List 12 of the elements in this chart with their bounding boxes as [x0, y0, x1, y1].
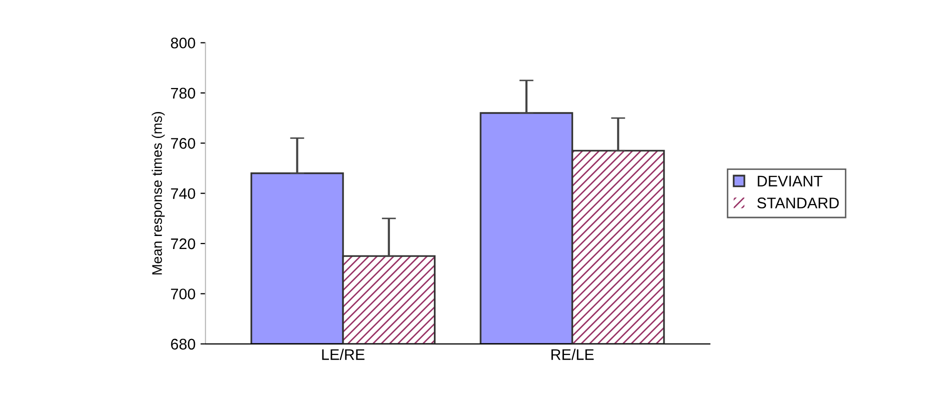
y-tick-label: 760: [171, 138, 196, 149]
y-tick-label: 720: [171, 238, 196, 250]
y-tick-label: 700: [171, 288, 196, 300]
y-tick-label: 740: [171, 188, 196, 200]
x-tick-label: RE/LE: [551, 348, 594, 360]
y-axis-title: Mean response times (ms): [152, 112, 165, 274]
y-tick-label: 800: [170, 38, 196, 48]
y-tick-label: 680: [171, 338, 196, 350]
legend-label: DEVIANT: [758, 176, 822, 186]
y-tick-label: 780: [171, 88, 196, 99]
legend-label: STANDARD: [757, 198, 839, 208]
x-tick-label: LE/RE: [322, 348, 364, 360]
